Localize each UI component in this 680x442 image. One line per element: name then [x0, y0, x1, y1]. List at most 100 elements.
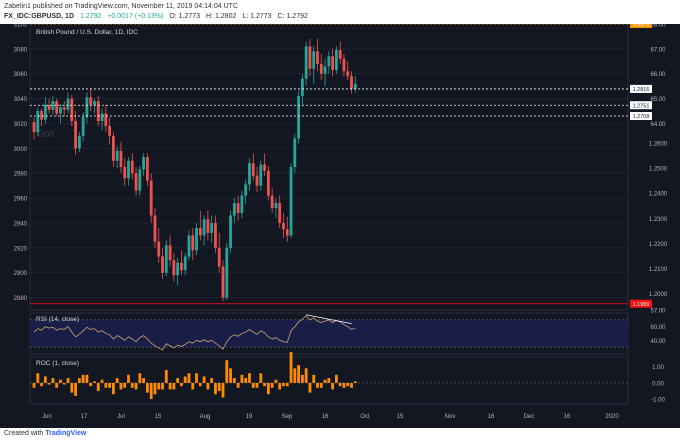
time-axis-label: 2020: [605, 414, 619, 420]
roc-bar: [138, 373, 142, 383]
candle-body: [285, 229, 289, 236]
rsi-band: [30, 319, 628, 348]
footer-prefix: Created with: [4, 430, 44, 437]
roc-bar: [123, 382, 127, 388]
roc-bar: [206, 382, 210, 390]
candle-body: [297, 96, 300, 139]
candle-body: [221, 266, 225, 298]
chart-background: [0, 24, 680, 428]
level-tag: [630, 101, 652, 110]
left-axis-tick: 2920: [14, 246, 28, 252]
level-tag: [630, 84, 652, 93]
roc-bar: [300, 374, 304, 383]
chart-area[interactable]: 3100 3080 3060 3040 3020 3000 2980 2960 2940 2920…: [0, 24, 680, 428]
candle-body: [115, 150, 119, 161]
candle-body: [183, 256, 187, 271]
roc-bar: [32, 382, 36, 388]
roc-bar: [81, 374, 85, 383]
footer: Created with TradingView: [4, 430, 86, 437]
candle-body: [229, 215, 232, 248]
roc-bar: [327, 378, 331, 383]
candle-body: [266, 170, 270, 196]
roc-bar: [312, 374, 316, 383]
roc-bar: [157, 382, 161, 390]
candle-body: [108, 125, 111, 136]
roc-axis-tick: -1.00: [651, 398, 665, 404]
roc-bar: [297, 365, 300, 383]
right-axis-tick: 1.2000: [649, 292, 668, 298]
symbol-label: FX_IDC:GBPUSD, 1D: [4, 13, 75, 20]
time-axis: Jun 17 Jul 15 Aug 19 Sep 16 Oct 15 Nov 16 Dec 16 2020: [42, 414, 619, 420]
last-price: 1.2792: [79, 13, 102, 20]
roc-bar: [304, 368, 308, 383]
time-axis-label: 15: [155, 414, 162, 420]
rsi-pane[interactable]: 60.00 40.00 RSI (14, close): [29, 312, 666, 355]
roc-bar: [335, 374, 338, 383]
roc-bar: [164, 369, 168, 383]
candle-body: [157, 241, 161, 257]
roc-pane[interactable]: 1.00 0.00 -1.00 ROC (1, close): [29, 352, 665, 405]
candle-body: [312, 51, 316, 69]
candle-body: [263, 164, 266, 171]
candle-body: [85, 97, 89, 118]
candle-body: [111, 135, 115, 161]
level-tag: [630, 299, 652, 308]
price-change: +0.0017 (+0.13%): [107, 13, 164, 20]
tradingview-logo[interactable]: TradingView: [45, 430, 87, 437]
roc-bar: [55, 382, 59, 388]
roc-bar: [346, 382, 350, 387]
roc-bar: [85, 374, 89, 383]
right-axis-tick: 57.00: [650, 309, 666, 315]
candle-body: [255, 175, 259, 186]
rsi-title: RSI (14, close): [36, 316, 79, 323]
roc-bar: [274, 379, 278, 383]
candle-body: [236, 203, 240, 214]
candle-body: [353, 83, 357, 89]
candle-body: [47, 104, 51, 110]
roc-bar: [221, 382, 225, 398]
right-axis-tick: 1.2400: [649, 192, 668, 198]
right-axis-tick: 1.2300: [649, 217, 668, 223]
roc-bar: [202, 376, 206, 383]
right-axis-tick: 1.2500: [649, 167, 668, 173]
candle-body: [89, 97, 93, 105]
roc-bar: [70, 382, 74, 393]
candle-body: [32, 122, 36, 133]
roc-bar: [180, 382, 183, 387]
left-axis-tick: 3040: [14, 97, 28, 103]
time-axis-label: Oct: [360, 414, 370, 420]
roc-bar: [111, 382, 115, 395]
roc-bar: [191, 382, 195, 390]
left-axis-tick: 2980: [14, 172, 28, 178]
roc-bar: [308, 382, 312, 393]
roc-bar: [96, 382, 100, 392]
price-pane[interactable]: 3100 3080 3060 3040 3020 3000 2980 2960 2940 2920…: [14, 24, 668, 315]
candle-body: [74, 120, 77, 149]
roc-bar: [323, 379, 327, 383]
candle-body: [323, 66, 327, 74]
candle-body: [342, 58, 346, 72]
right-axis-tick: 1.2200: [649, 242, 668, 248]
left-axis-tick: 3000: [14, 147, 28, 153]
roc-bar: [266, 382, 270, 395]
roc-axis-tick: 1.00: [652, 365, 664, 371]
roc-bar: [77, 378, 81, 383]
roc-bar: [259, 373, 263, 383]
right-axis-tick: 66.00: [650, 72, 666, 78]
candle-body: [293, 138, 297, 167]
roc-bar: [248, 373, 251, 383]
candle-body: [161, 256, 164, 273]
roc-bar: [161, 382, 164, 390]
roc-bar: [130, 382, 134, 388]
roc-bar: [240, 374, 244, 383]
roc-bar: [316, 382, 319, 388]
candle-body: [187, 235, 191, 257]
right-axis-tick: 68.00: [650, 24, 666, 29]
roc-bar: [217, 382, 221, 392]
candle-body: [195, 227, 198, 251]
roc-bar: [149, 382, 153, 400]
candle-body: [153, 215, 157, 242]
roc-bar: [36, 373, 40, 383]
candle-body: [127, 160, 130, 179]
time-axis-label: 17: [81, 414, 88, 420]
